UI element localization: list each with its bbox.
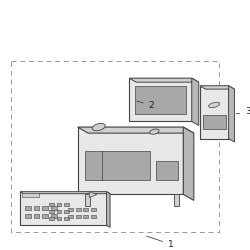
Polygon shape	[84, 208, 88, 211]
Polygon shape	[68, 215, 73, 218]
Ellipse shape	[92, 124, 105, 131]
Polygon shape	[85, 194, 90, 206]
Polygon shape	[102, 151, 150, 180]
Polygon shape	[68, 208, 73, 211]
Polygon shape	[85, 151, 102, 180]
Text: 3: 3	[236, 107, 250, 116]
Text: 1: 1	[146, 236, 174, 249]
Polygon shape	[200, 86, 234, 89]
Polygon shape	[78, 127, 183, 194]
Polygon shape	[91, 215, 96, 218]
Polygon shape	[183, 127, 194, 200]
Polygon shape	[135, 86, 186, 114]
Polygon shape	[64, 217, 69, 220]
Polygon shape	[56, 217, 62, 220]
Polygon shape	[34, 206, 39, 210]
Polygon shape	[42, 214, 48, 218]
Polygon shape	[49, 217, 54, 220]
Polygon shape	[203, 114, 226, 129]
Polygon shape	[84, 215, 88, 218]
Polygon shape	[89, 192, 97, 198]
Polygon shape	[192, 78, 199, 126]
Polygon shape	[51, 206, 56, 210]
Polygon shape	[76, 215, 80, 218]
Polygon shape	[25, 214, 31, 218]
Polygon shape	[156, 161, 178, 180]
Polygon shape	[78, 127, 194, 133]
Polygon shape	[56, 210, 62, 213]
Polygon shape	[64, 210, 69, 213]
Polygon shape	[20, 192, 110, 194]
Polygon shape	[56, 203, 62, 206]
Polygon shape	[49, 210, 54, 213]
Polygon shape	[228, 86, 234, 142]
Polygon shape	[25, 206, 31, 210]
Polygon shape	[51, 214, 56, 218]
Polygon shape	[22, 192, 39, 198]
Text: 2: 2	[137, 101, 154, 110]
Polygon shape	[42, 206, 48, 210]
Polygon shape	[64, 203, 69, 206]
Polygon shape	[129, 78, 199, 82]
Polygon shape	[20, 192, 106, 225]
Ellipse shape	[208, 102, 220, 108]
Polygon shape	[174, 194, 178, 206]
Polygon shape	[91, 208, 96, 211]
Polygon shape	[34, 214, 39, 218]
Polygon shape	[76, 208, 80, 211]
Polygon shape	[49, 203, 54, 206]
Polygon shape	[200, 86, 228, 138]
Ellipse shape	[150, 129, 159, 134]
Polygon shape	[106, 192, 110, 227]
Polygon shape	[129, 78, 192, 122]
